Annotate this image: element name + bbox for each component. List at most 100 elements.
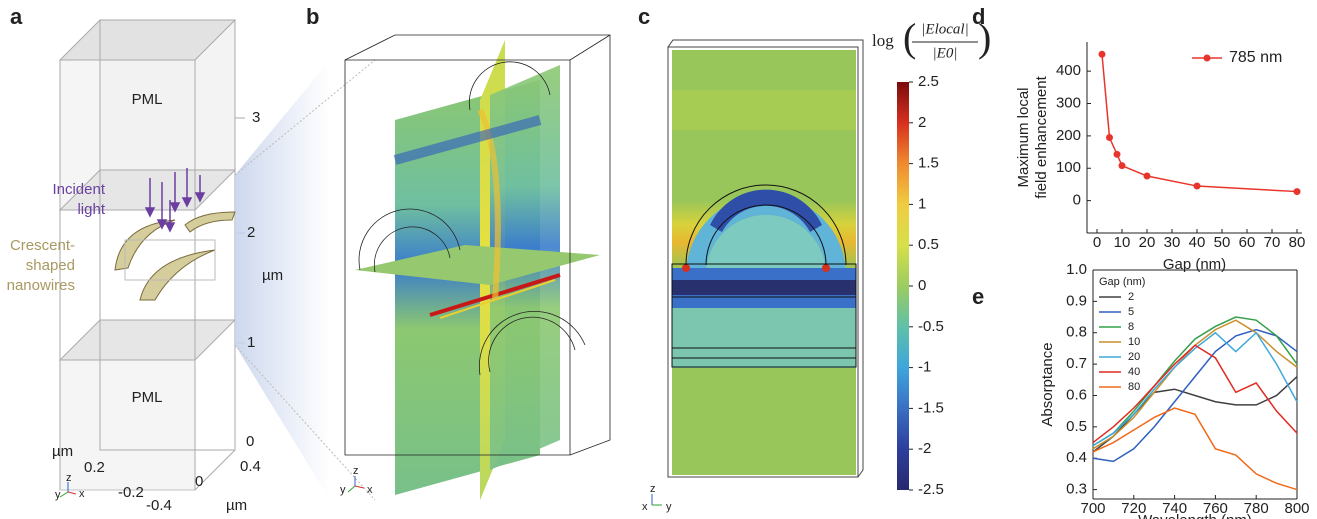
y-tick-label: 300 — [1056, 94, 1081, 111]
x-tick-label: 0 — [1093, 234, 1101, 251]
colorbar-tick-label: -2 — [918, 440, 931, 457]
x-tick-label: 20 — [1139, 234, 1156, 251]
paren: ) — [978, 15, 991, 60]
axis-unit: µm — [226, 497, 247, 514]
crescent-label: nanowires — [7, 277, 75, 294]
paren: ( — [903, 15, 916, 60]
y-tick-label: 0.7 — [1066, 355, 1087, 372]
point — [1114, 151, 1121, 158]
colorbar-tick-label: 2 — [918, 114, 926, 131]
y-tick-label: 1.0 — [1066, 261, 1087, 278]
y-tick-label: 0 — [1073, 192, 1081, 209]
series-line — [1093, 408, 1297, 490]
colorbar-tick-label: 1 — [918, 195, 926, 212]
field-map-2d: z x y — [642, 40, 863, 513]
x-tick-label: 800 — [1284, 500, 1309, 517]
axis-tick-label: 1 — [247, 334, 255, 351]
y-tick-label: 100 — [1056, 159, 1081, 176]
axis-tick-label: 0 — [246, 433, 254, 450]
triad-label: z — [353, 465, 359, 477]
triad-label: x — [79, 488, 85, 500]
triad-label: y — [55, 489, 61, 501]
colorbar: log |Elocal| |E0| ( ) 2.521.510.50-0.5-1… — [872, 15, 991, 498]
y-tick-label: 0.5 — [1066, 418, 1087, 435]
x-tick-label: 10 — [1114, 234, 1131, 251]
triad-label: x — [642, 501, 648, 513]
colorbar-numerator: |Elocal| — [921, 21, 968, 37]
legend-label: 40 — [1128, 366, 1140, 378]
colorbar-tick-label: 0 — [918, 277, 926, 294]
triad-label: y — [340, 484, 346, 496]
crescent-label: Crescent- — [10, 237, 75, 254]
point — [1144, 173, 1151, 180]
triad-label: z — [66, 472, 72, 484]
axis-tick-label: 2 — [247, 224, 255, 241]
y-tick-label: 0.3 — [1066, 481, 1087, 498]
y-axis-label: field enhancement — [1033, 75, 1050, 198]
x-tick-label: 70 — [1264, 234, 1281, 251]
axis-tick-label: 0.2 — [84, 459, 105, 476]
legend-label: 5 — [1128, 306, 1134, 318]
point — [1099, 51, 1106, 58]
y-axis-label: Maximum local — [1015, 87, 1032, 187]
x-axis-label: Wavelength (nm) — [1138, 512, 1252, 519]
x-tick-label: 30 — [1164, 234, 1181, 251]
y-axis-label: Absorptance — [1039, 342, 1056, 426]
nanowires — [115, 212, 235, 300]
panel-label: a — [10, 4, 23, 29]
y-tick-label: 400 — [1056, 62, 1081, 79]
axis-tick-label: -0.2 — [118, 484, 144, 501]
panel-label: c — [638, 4, 650, 29]
panel-label: b — [306, 4, 319, 29]
colorbar-tick-label: -1 — [918, 359, 931, 376]
y-tick-label: 0.6 — [1066, 386, 1087, 403]
legend-label: 8 — [1128, 321, 1134, 333]
triad-label: x — [367, 484, 373, 496]
series-line — [1093, 345, 1297, 442]
triad-label: y — [666, 501, 672, 513]
colorbar-func: log — [872, 31, 894, 50]
x-tick-label: 40 — [1189, 234, 1206, 251]
colorbar-tick-label: -2.5 — [918, 481, 944, 498]
point — [1194, 183, 1201, 190]
series-line — [1093, 333, 1297, 446]
axis-tick-label: 3 — [252, 109, 260, 126]
legend-marker — [1204, 55, 1211, 62]
legend-label: 20 — [1128, 351, 1140, 363]
incident-label: Incident — [52, 181, 105, 198]
triad-label: z — [650, 483, 656, 495]
legend-label: 785 nm — [1229, 49, 1282, 66]
x-tick-label: 60 — [1239, 234, 1256, 251]
colorbar-tick-label: -1.5 — [918, 399, 944, 416]
pml-label: PML — [132, 389, 163, 406]
x-tick-label: 700 — [1080, 500, 1105, 517]
y-tick-label: 200 — [1056, 127, 1081, 144]
point — [1119, 162, 1126, 169]
y-tick-label: 0.4 — [1066, 449, 1087, 466]
legend-label: 80 — [1128, 381, 1140, 393]
series-line — [1102, 54, 1297, 191]
axis-unit: µm — [262, 267, 283, 284]
y-tick-label: 0.8 — [1066, 324, 1087, 341]
point — [1106, 134, 1113, 141]
y-tick-label: 0.9 — [1066, 292, 1087, 309]
legend-title: Gap (nm) — [1099, 276, 1145, 288]
figure: a b c d e PML PML Incident light Crescen… — [0, 0, 1317, 519]
colorbar-tick-label: -0.5 — [918, 318, 944, 335]
incident-label: light — [77, 201, 105, 218]
colorbar-tick-label: 1.5 — [918, 155, 939, 172]
field-slices-3d: y z x — [340, 35, 610, 500]
axis-unit: µm — [52, 443, 73, 460]
colorbar-tick-label: 2.5 — [918, 73, 939, 90]
axis-tick-label: -0.4 — [146, 497, 172, 514]
domain-schematic — [60, 20, 375, 500]
colorbar-denominator: |E0| — [933, 45, 958, 61]
axis-tick-label: 0 — [195, 473, 203, 490]
crescent-label: shaped — [26, 257, 75, 274]
panel-label: e — [972, 284, 984, 309]
legend-label: 2 — [1128, 291, 1134, 303]
axis-tick-label: 0.4 — [240, 458, 261, 475]
point — [1294, 188, 1301, 195]
pml-label: PML — [132, 91, 163, 108]
